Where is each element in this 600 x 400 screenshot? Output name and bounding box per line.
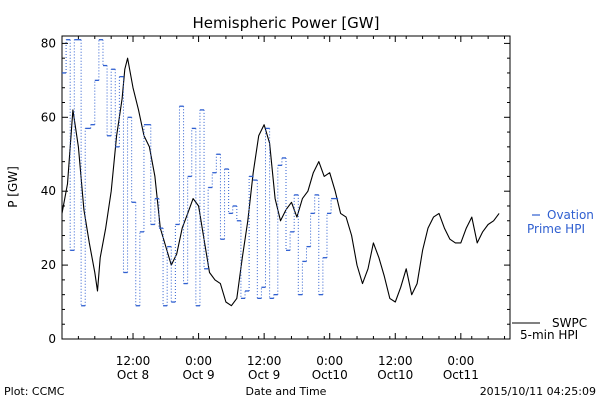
swpc-hpi-line — [61, 57, 500, 307]
legend-ovation: Ovation Prime HPI — [527, 208, 594, 236]
y-tick-label: 60 — [41, 110, 56, 124]
series-layer — [61, 39, 500, 307]
plot-frame — [61, 35, 511, 340]
x-tick-label-time: 0:00 — [316, 354, 343, 368]
x-axis-label: Date and Time — [246, 385, 327, 398]
x-tick-label-date: Oct 8 — [117, 368, 149, 382]
y-tick-label: 80 — [41, 36, 56, 50]
x-tick-label-time: 0:00 — [447, 354, 474, 368]
legend-ovation-label-line1: Ovation — [547, 208, 594, 222]
x-tick-label-date: Oct 9 — [248, 368, 280, 382]
x-tick-label-time: 12:00 — [378, 354, 413, 368]
x-tick-label-time: 0:00 — [185, 354, 212, 368]
chart-title: Hemispheric Power [GW] — [193, 14, 380, 32]
legend-ovation-label-line2: Prime HPI — [527, 222, 585, 236]
legend-swpc: SWPC 5-min HPI — [512, 316, 587, 342]
x-tick-label-time: 12:00 — [116, 354, 151, 368]
y-tick-label: 40 — [41, 184, 56, 198]
y-tick-label: 0 — [48, 332, 56, 346]
plot-credit: Plot: CCMC — [4, 385, 65, 398]
x-tick-label-time: 12:00 — [247, 354, 282, 368]
x-tick-label-date: Oct11 — [443, 368, 479, 382]
y-tick-label: 20 — [41, 258, 56, 272]
x-tick-label-date: Oct10 — [377, 368, 413, 382]
plot-timestamp: 2015/10/11 04:25:09 — [480, 385, 596, 398]
y-axis-ticks: 0 20 40 60 80 — [41, 36, 510, 346]
y-axis-label: P [GW] — [6, 166, 20, 208]
x-tick-label-date: Oct10 — [312, 368, 348, 382]
legend-swpc-label-line2: 5-min HPI — [520, 328, 578, 342]
legend-swpc-label-line1: SWPC — [552, 316, 587, 330]
x-tick-label-date: Oct 9 — [182, 368, 214, 382]
